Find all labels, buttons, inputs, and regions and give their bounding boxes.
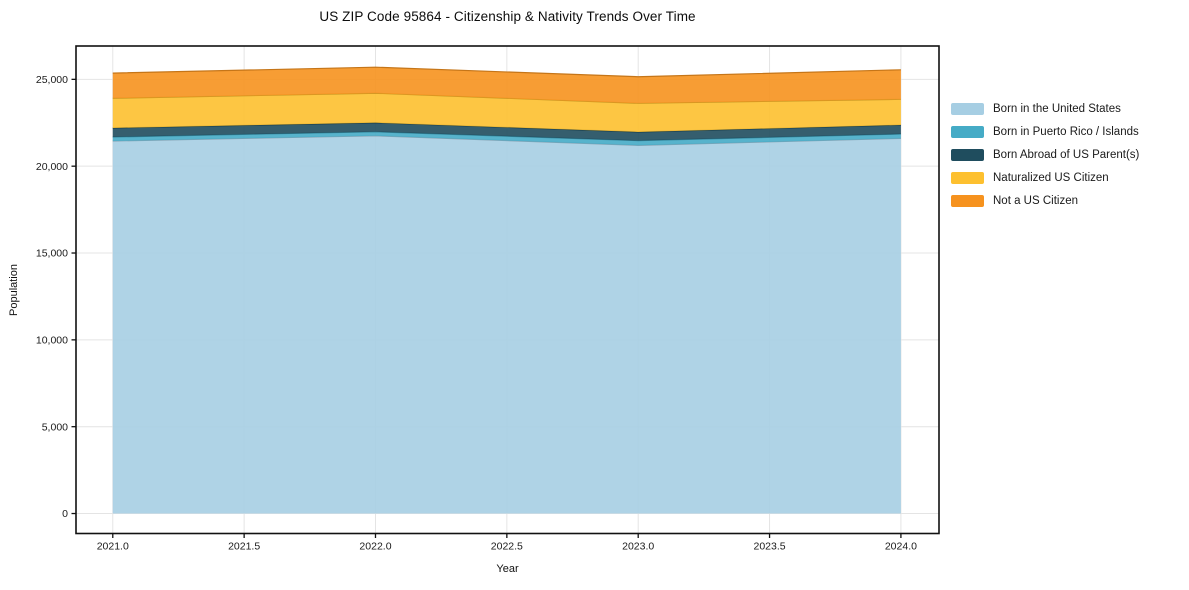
plot-border <box>75 45 940 535</box>
legend-swatch <box>951 171 984 184</box>
y-tick-label: 25,000 <box>36 74 68 86</box>
legend-item: Naturalized US Citizen <box>951 171 1139 184</box>
x-tick-label: 2023.0 <box>622 541 654 553</box>
legend: Born in the United States Born in Puerto … <box>951 102 1139 207</box>
y-axis-label: Population <box>8 264 20 316</box>
legend-swatch <box>951 148 984 161</box>
area-born-abroad-of-us-parent-s- <box>112 122 901 141</box>
y-tick-label: 20,000 <box>36 161 68 173</box>
area-naturalized-us-citizen <box>112 93 901 132</box>
area-top-edge <box>112 66 901 78</box>
chart-title: US ZIP Code 95864 - Citizenship & Nativi… <box>319 9 696 24</box>
x-axis-label: Year <box>496 563 519 575</box>
y-tick-label: 5,000 <box>42 421 68 433</box>
legend-label: Born Abroad of US Parent(s) <box>993 148 1140 161</box>
legend-label: Born in Puerto Rico / Islands <box>993 125 1139 138</box>
x-tick-label: 2022.5 <box>491 541 523 553</box>
x-tick-label: 2024.0 <box>885 541 917 553</box>
stacked-areas <box>112 66 901 514</box>
y-tick-label: 10,000 <box>36 335 68 347</box>
tick-labels: 2021.0 2021.5 2022.0 2022.5 2023.0 2023.5 2024… <box>36 74 917 552</box>
ticks <box>71 78 902 538</box>
x-tick-label: 2021.5 <box>228 541 260 553</box>
legend-label: Not a US Citizen <box>993 194 1079 207</box>
legend-item: Not a US Citizen <box>951 194 1139 207</box>
x-tick-label: 2022.0 <box>359 541 391 553</box>
legend-swatch <box>951 102 984 115</box>
legend-item: Born Abroad of US Parent(s) <box>951 148 1139 161</box>
y-tick-label: 15,000 <box>36 248 68 260</box>
area-not-a-us-citizen <box>112 67 901 104</box>
legend-item: Born in the United States <box>951 102 1139 115</box>
legend-swatch <box>951 194 984 207</box>
area-born-in-the-united-states <box>112 135 901 514</box>
x-tick-label: 2021.0 <box>97 541 129 553</box>
legend-label: Born in the United States <box>993 102 1121 115</box>
legend-label: Naturalized US Citizen <box>993 171 1109 184</box>
x-tick-label: 2023.5 <box>753 541 785 553</box>
y-tick-label: 0 <box>62 508 68 520</box>
area-born-in-puerto-rico-islands <box>112 131 901 146</box>
legend-item: Born in Puerto Rico / Islands <box>951 125 1139 138</box>
legend-swatch <box>951 125 984 138</box>
